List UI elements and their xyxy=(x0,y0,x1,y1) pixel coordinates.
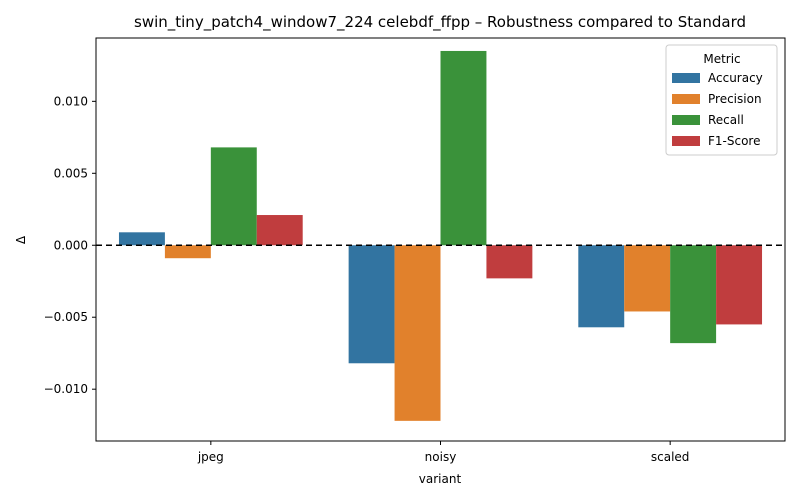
x-tick-label: jpeg xyxy=(197,450,224,464)
legend-swatch-recall xyxy=(672,115,700,125)
bar-accuracy-jpeg xyxy=(118,232,165,246)
bar-precision-noisy xyxy=(394,245,441,421)
y-tick-label: 0.000 xyxy=(54,238,88,252)
bar-f1-score-noisy xyxy=(486,245,533,279)
legend-label-precision: Precision xyxy=(708,92,762,106)
legend-swatch-f1-score xyxy=(672,136,700,146)
legend-swatch-precision xyxy=(672,94,700,104)
y-tick-label: −0.010 xyxy=(44,382,88,396)
x-tick-label: noisy xyxy=(425,450,457,464)
y-tick-label: 0.005 xyxy=(54,166,88,180)
x-tick-label: scaled xyxy=(651,450,690,464)
bar-f1-score-jpeg xyxy=(256,215,303,246)
bars-group xyxy=(118,50,763,421)
y-axis: −0.010 −0.005 0.000 0.005 0.010 xyxy=(44,94,96,396)
y-tick-label: 0.010 xyxy=(54,94,88,108)
x-axis-label: variant xyxy=(419,472,462,486)
bar-recall-jpeg xyxy=(210,147,257,246)
legend-label-recall: Recall xyxy=(708,113,744,127)
bar-recall-noisy xyxy=(440,50,487,246)
legend-label-accuracy: Accuracy xyxy=(708,71,763,85)
x-axis: jpeg noisy scaled xyxy=(197,441,690,464)
y-tick-label: −0.005 xyxy=(44,310,88,324)
bar-accuracy-scaled xyxy=(578,245,625,328)
legend-label-f1-score: F1-Score xyxy=(708,134,760,148)
y-axis-label: Δ xyxy=(14,235,28,244)
bar-precision-jpeg xyxy=(164,245,211,259)
bar-f1-score-scaled xyxy=(716,245,763,325)
chart-title: swin_tiny_patch4_window7_224 celebdf_ffp… xyxy=(134,13,746,32)
bar-recall-scaled xyxy=(670,245,717,344)
legend: Metric Accuracy Precision Recall F1-Score xyxy=(665,44,778,156)
legend-swatch-accuracy xyxy=(672,73,700,83)
legend-box xyxy=(665,44,778,156)
bar-accuracy-noisy xyxy=(348,245,395,364)
legend-title: Metric xyxy=(703,52,740,66)
bar-precision-scaled xyxy=(624,245,671,312)
